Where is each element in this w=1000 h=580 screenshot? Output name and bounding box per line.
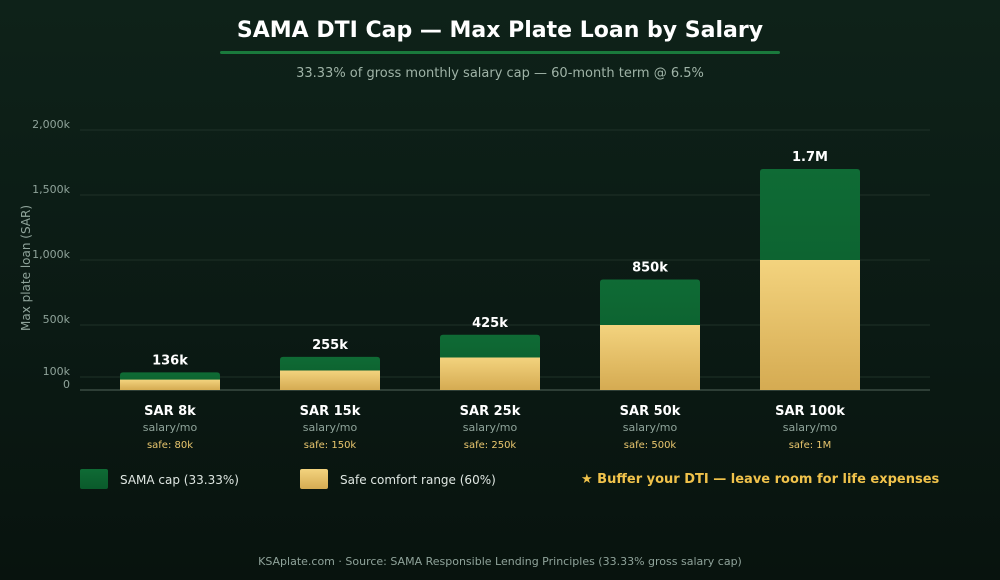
x-safe-label: safe: 1M bbox=[789, 440, 832, 451]
x-category-sublabel: salary/mo bbox=[303, 421, 358, 434]
x-category-sublabel: salary/mo bbox=[623, 421, 678, 434]
title-underline bbox=[220, 51, 780, 54]
dti-buffer-callout: ★ Buffer your DTI — leave room for life … bbox=[581, 472, 940, 487]
x-category-label: SAR 50k bbox=[620, 404, 681, 419]
bar-safe-range bbox=[120, 379, 220, 390]
bar-value-label: 255k bbox=[312, 338, 348, 353]
bar-value-label: 136k bbox=[152, 353, 188, 368]
x-safe-label: safe: 250k bbox=[464, 440, 517, 451]
bar-value-label: 425k bbox=[472, 316, 508, 331]
bar-value-label: 1.7M bbox=[792, 150, 828, 165]
x-category-sublabel: salary/mo bbox=[463, 421, 518, 434]
legend-safe-swatch bbox=[300, 469, 328, 489]
y-tick-label: 100k bbox=[43, 365, 71, 378]
y-tick-label: 500k bbox=[43, 313, 71, 326]
legend-cap-swatch bbox=[80, 469, 108, 489]
bar-safe-range bbox=[600, 325, 700, 390]
y-tick-label: 2,000k bbox=[32, 118, 70, 131]
x-safe-label: safe: 80k bbox=[147, 440, 193, 451]
x-safe-label: safe: 500k bbox=[624, 440, 677, 451]
bar-safe-range bbox=[760, 260, 860, 390]
x-safe-label: safe: 150k bbox=[304, 440, 357, 451]
y-tick-label: 1,500k bbox=[32, 183, 70, 196]
legend-cap-label: SAMA cap (33.33%) bbox=[120, 473, 239, 487]
y-tick-label: 1,000k bbox=[32, 248, 70, 261]
x-category-label: SAR 8k bbox=[144, 404, 196, 419]
x-category-sublabel: salary/mo bbox=[783, 421, 838, 434]
source-footer: KSAplate.com · Source: SAMA Responsible … bbox=[258, 555, 742, 568]
chart-subtitle: 33.33% of gross monthly salary cap — 60-… bbox=[296, 66, 704, 81]
x-category-sublabel: salary/mo bbox=[143, 421, 198, 434]
legend-safe-label: Safe comfort range (60%) bbox=[340, 473, 496, 487]
bar-value-label: 850k bbox=[632, 261, 668, 276]
x-category-label: SAR 25k bbox=[460, 404, 521, 419]
chart-title: SAMA DTI Cap — Max Plate Loan by Salary bbox=[236, 18, 764, 43]
bar-safe-range bbox=[280, 370, 380, 390]
bar-safe-range bbox=[440, 357, 540, 390]
x-category-label: SAR 100k bbox=[775, 404, 845, 419]
y-tick-label: 0 bbox=[63, 378, 70, 391]
x-category-label: SAR 15k bbox=[300, 404, 361, 419]
